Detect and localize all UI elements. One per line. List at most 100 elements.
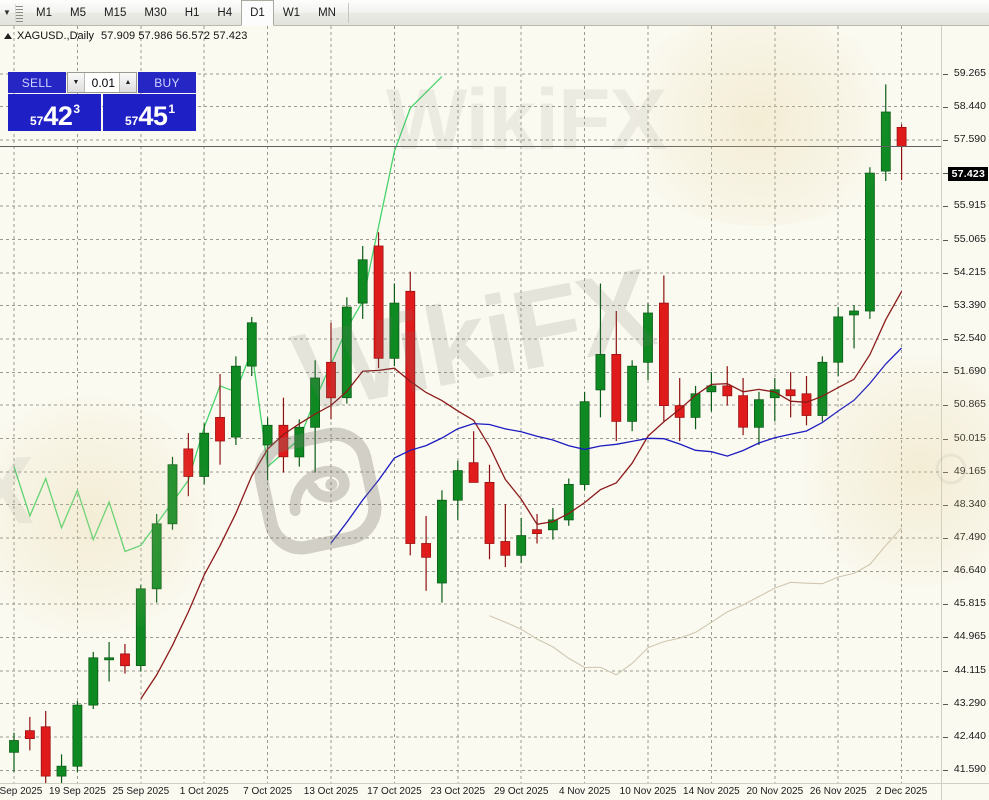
date-tick-label: 14 Nov 2025 xyxy=(683,786,740,797)
candle-body[interactable] xyxy=(56,765,67,777)
timeframe-tab-w1[interactable]: W1 xyxy=(282,6,301,19)
buy-price-main: 45 xyxy=(138,101,168,131)
candle-body[interactable] xyxy=(849,310,859,316)
candle-body[interactable] xyxy=(183,448,194,477)
buy-price-button[interactable]: 57 45 1 xyxy=(103,94,196,131)
timeframe-tab-d1[interactable]: D1 xyxy=(241,0,274,26)
scale-corner xyxy=(941,783,989,800)
candle-body[interactable] xyxy=(674,405,685,418)
candle-body[interactable] xyxy=(230,365,241,438)
candle-body[interactable] xyxy=(40,726,51,777)
sell-button[interactable]: SELL xyxy=(8,72,66,93)
candle-body[interactable] xyxy=(769,389,780,399)
candle-body[interactable] xyxy=(579,401,590,485)
spinner-up-icon[interactable]: ▲ xyxy=(119,73,136,92)
price-tick-label: 41.590 xyxy=(953,763,986,776)
candle-body[interactable] xyxy=(167,464,178,525)
time-scale[interactable]: 15 Sep 2025 19 Sep 2025 25 Sep 2025 1 Oct 2… xyxy=(0,783,941,800)
candle-body[interactable] xyxy=(421,543,432,558)
symbol-ohlc: 57.909 57.986 56.572 57.423 xyxy=(101,30,248,42)
timeframe-tab-m5[interactable]: M5 xyxy=(69,6,86,19)
candle-body[interactable] xyxy=(627,365,637,422)
candle-body[interactable] xyxy=(643,312,653,363)
volume-value[interactable]: 0.01 xyxy=(85,73,119,92)
date-tick-label: 26 Nov 2025 xyxy=(809,786,867,797)
candle-body[interactable] xyxy=(754,399,764,428)
price-tick-mark xyxy=(943,405,948,406)
candle-body[interactable] xyxy=(516,535,527,556)
candle-body[interactable] xyxy=(452,470,463,501)
candle-body[interactable] xyxy=(246,322,257,367)
candle-body[interactable] xyxy=(326,361,336,399)
candle-body[interactable] xyxy=(880,111,891,172)
candle-body[interactable] xyxy=(72,704,83,767)
candle-body[interactable] xyxy=(722,385,733,397)
price-tick-label: 47.490 xyxy=(953,530,986,543)
timeframe-tab-h4[interactable]: H4 xyxy=(217,6,233,19)
candle-body[interactable] xyxy=(548,519,558,531)
candle-body[interactable] xyxy=(389,302,400,359)
candle-body[interactable] xyxy=(278,424,289,458)
candle-body[interactable] xyxy=(120,653,130,667)
candle-body[interactable] xyxy=(706,385,717,393)
chevron-down-icon[interactable]: ▼ xyxy=(3,8,11,17)
price-tick-mark xyxy=(943,239,948,241)
drag-grip-icon[interactable] xyxy=(15,3,23,22)
candle-body[interactable] xyxy=(436,499,447,584)
candle-body[interactable] xyxy=(357,259,368,304)
candle-body[interactable] xyxy=(405,290,416,544)
candles xyxy=(9,84,907,783)
candle-body[interactable] xyxy=(896,127,907,148)
volume-stepper[interactable]: ▼ 0.01 ▲ xyxy=(67,72,137,93)
price-tick-label: 45.815 xyxy=(953,597,986,609)
candle-body[interactable] xyxy=(484,481,495,544)
candle-body[interactable] xyxy=(9,740,19,753)
candle-body[interactable] xyxy=(690,393,701,418)
candle-body[interactable] xyxy=(24,730,35,740)
timeframe-tab-m15[interactable]: M15 xyxy=(103,6,127,19)
timeframe-toolbar: ▼ M1 M5 M15 M30 H1 H4 D1 W1 MN xyxy=(0,0,989,26)
candle-body[interactable] xyxy=(532,529,542,535)
timeframe-tab-m30[interactable]: M30 xyxy=(144,6,167,19)
candle-body[interactable] xyxy=(611,353,622,422)
timeframe-tab-mn[interactable]: MN xyxy=(318,6,336,19)
candle-body[interactable] xyxy=(373,245,384,359)
candle-body[interactable] xyxy=(659,302,669,407)
timeframe-tab-h1[interactable]: H1 xyxy=(184,6,200,19)
candle-body[interactable] xyxy=(151,523,162,590)
candle-body[interactable] xyxy=(341,306,352,399)
candle-body[interactable] xyxy=(468,462,479,483)
candle-body[interactable] xyxy=(817,361,828,416)
candle-body[interactable] xyxy=(262,424,273,446)
price-tick-label: 57.590 xyxy=(953,133,986,145)
candle-body[interactable] xyxy=(199,432,210,477)
candle-body[interactable] xyxy=(294,426,305,458)
candle-body[interactable] xyxy=(865,172,875,312)
buy-button[interactable]: BUY xyxy=(138,72,196,93)
candle-body[interactable] xyxy=(833,316,844,363)
candle-body[interactable] xyxy=(801,393,812,416)
price-tick-label: 51.690 xyxy=(953,365,986,378)
candle-body[interactable] xyxy=(310,377,321,428)
candle-body[interactable] xyxy=(595,353,606,391)
triangle-up-icon[interactable] xyxy=(4,33,12,39)
timeframe-tab-m1[interactable]: M1 xyxy=(36,6,52,19)
price-scale[interactable]: 59.26558.44057.59056.74055.91555.06554.2… xyxy=(941,26,989,783)
candle-body[interactable] xyxy=(215,416,225,442)
candle-body[interactable] xyxy=(785,389,796,397)
buy-price-pip: 1 xyxy=(168,102,176,116)
price-tick-mark xyxy=(943,471,948,473)
candle-body[interactable] xyxy=(88,657,99,706)
price-tick-mark xyxy=(943,74,948,75)
candle-body[interactable] xyxy=(500,541,511,556)
price-plot[interactable] xyxy=(0,26,941,783)
chart-area[interactable]: WikiFX WikiFX X ○ 59.26558.44057.59056.7… xyxy=(0,26,989,800)
candle-body[interactable] xyxy=(104,657,114,661)
spinner-down-icon[interactable]: ▼ xyxy=(68,73,85,92)
date-tick-label: 23 Oct 2025 xyxy=(430,786,486,797)
candle-body[interactable] xyxy=(738,395,748,428)
candle-body[interactable] xyxy=(135,588,146,666)
sell-price-button[interactable]: 57 42 3 xyxy=(8,94,101,131)
candle-body[interactable] xyxy=(563,483,574,521)
envelope-upper-line xyxy=(13,76,443,553)
